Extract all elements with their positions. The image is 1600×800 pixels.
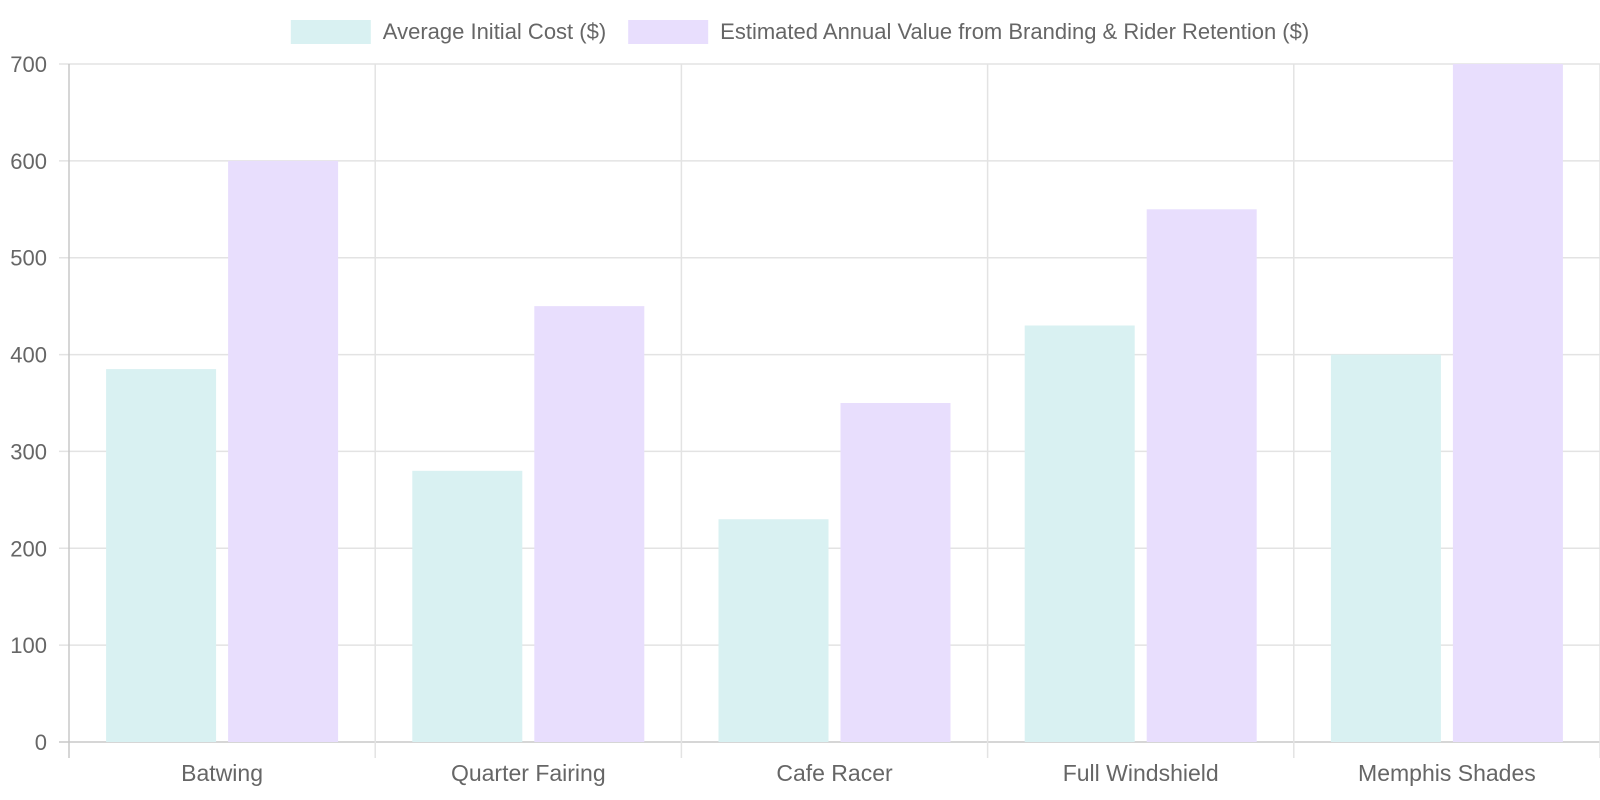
legend-item-initial-cost[interactable]: Average Initial Cost ($)	[290, 19, 606, 44]
legend-label: Average Initial Cost ($)	[383, 19, 606, 44]
legend-swatch	[290, 20, 371, 44]
legend-label: Estimated Annual Value from Branding & R…	[720, 19, 1309, 44]
bar-initial-cost[interactable]	[718, 519, 829, 742]
legend-swatch	[628, 20, 709, 44]
bar-annual-value[interactable]	[534, 306, 645, 742]
y-tick-label: 0	[35, 730, 47, 755]
bar-initial-cost[interactable]	[106, 369, 217, 742]
bar-annual-value[interactable]	[840, 403, 951, 742]
x-tick-label: Cafe Racer	[776, 760, 893, 786]
bar-initial-cost[interactable]	[412, 470, 523, 742]
axis-layer: 0 100 200 300 400 500 600 700 Batwing Quarter Fai…	[10, 52, 1535, 786]
bar-annual-value[interactable]	[1452, 64, 1563, 742]
y-tick-label: 300	[10, 439, 47, 464]
legend-item-annual-value[interactable]: Estimated Annual Value from Branding & R…	[628, 19, 1309, 44]
y-tick-label: 600	[10, 149, 47, 174]
y-tick-label: 200	[10, 536, 47, 561]
bar-annual-value[interactable]	[1146, 209, 1257, 743]
x-tick-label: Batwing	[181, 760, 263, 786]
x-tick-label: Memphis Shades	[1358, 760, 1536, 786]
y-tick-label: 400	[10, 343, 47, 368]
bar-initial-cost[interactable]	[1330, 354, 1441, 742]
bar-annual-value[interactable]	[228, 160, 339, 742]
y-tick-label: 500	[10, 246, 47, 271]
y-tick-label: 700	[10, 52, 47, 77]
legend[interactable]: Average Initial Cost ($) Estimated Annual…	[290, 19, 1309, 44]
y-tick-label: 100	[10, 633, 47, 658]
x-tick-label: Quarter Fairing	[451, 760, 606, 786]
bars-layer	[106, 64, 1563, 743]
x-tick-label: Full Windshield	[1063, 760, 1219, 786]
bar-initial-cost[interactable]	[1024, 325, 1135, 742]
